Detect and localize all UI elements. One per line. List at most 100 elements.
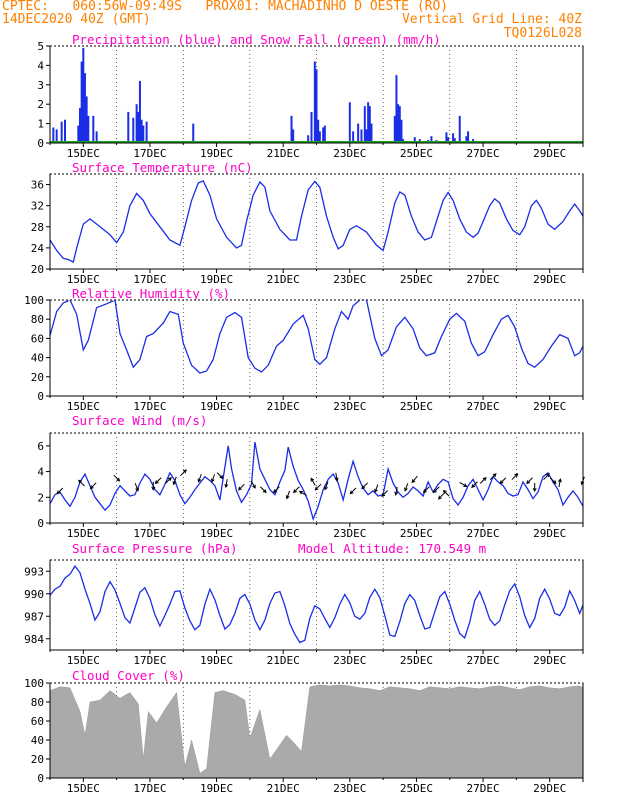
- wind-arrow: [285, 490, 291, 500]
- wind-arrow: [381, 490, 388, 497]
- wind-arrow-shaft: [381, 490, 388, 497]
- wind-arrow-head: [361, 485, 366, 490]
- precip-bar: [400, 119, 403, 143]
- wind-arrow-head: [167, 477, 172, 481]
- x-tick-label: 23DEC: [333, 527, 366, 540]
- wind-arrow-head: [471, 484, 476, 488]
- y-tick-label: 40: [31, 734, 44, 747]
- wind-arrow-head: [262, 489, 267, 494]
- wind-arrow-head: [56, 490, 61, 495]
- wind-arrow-shaft: [180, 469, 187, 477]
- panel-5: Surface Pressure (hPa) Model Altitude: 17…: [24, 541, 584, 667]
- wind-arrow-head: [432, 489, 437, 494]
- wind-arrow-head: [411, 479, 416, 484]
- y-tick-label: 990: [24, 588, 44, 601]
- series-line: [49, 299, 584, 374]
- y-tick-label: 60: [31, 715, 44, 728]
- x-tick-label: 21DEC: [267, 527, 300, 540]
- wind-arrow: [180, 469, 187, 477]
- y-tick-label: 100: [24, 677, 44, 690]
- y-tick-label: 3: [37, 79, 44, 92]
- precip-bar: [430, 136, 433, 143]
- wind-arrow: [216, 472, 224, 479]
- wind-arrow-shaft: [324, 481, 329, 490]
- precip-bar: [63, 119, 66, 143]
- wind-arrow-shaft: [361, 482, 368, 489]
- wind-arrow: [56, 487, 64, 495]
- wind-arrow: [361, 482, 368, 490]
- wind-arrow-shaft: [78, 479, 85, 487]
- x-tick-label: 29DEC: [533, 782, 566, 795]
- wind-arrow-shaft: [293, 486, 300, 493]
- wind-arrow-head: [404, 487, 408, 492]
- wind-arrow-head: [135, 487, 139, 492]
- wind-arrow-shaft: [56, 487, 64, 495]
- x-tick-label: 23DEC: [333, 273, 366, 286]
- wind-arrow-head: [437, 495, 442, 500]
- wind-arrow-head: [298, 490, 303, 495]
- precip-bar: [80, 61, 83, 143]
- precip-bar: [413, 137, 416, 143]
- precip-bar: [127, 111, 130, 143]
- panel-title: Surface Wind (m/s): [72, 413, 207, 428]
- precip-bar: [290, 115, 293, 143]
- y-tick-label: 32: [31, 200, 44, 213]
- precip-bar: [445, 132, 448, 143]
- wind-arrow: [165, 477, 172, 484]
- wind-arrow-shaft: [404, 483, 409, 491]
- precip-bar: [397, 104, 400, 143]
- wind-arrow-shaft: [349, 487, 357, 495]
- y-tick-label: 2: [37, 98, 44, 111]
- wind-arrow-shaft: [211, 474, 216, 482]
- wind-arrow: [489, 473, 497, 480]
- wind-arrow-shaft: [250, 480, 256, 489]
- precip-bar: [465, 136, 468, 143]
- wind-arrow-shaft: [526, 477, 533, 484]
- wind-arrow: [113, 474, 121, 482]
- precip-bar: [82, 47, 85, 143]
- wind-arrow-shaft: [273, 486, 280, 493]
- y-tick-label: 80: [31, 313, 44, 326]
- precip-bar: [370, 123, 373, 143]
- wind-arrow-head: [285, 495, 290, 500]
- wind-arrow-head: [374, 488, 378, 494]
- precip-bar: [458, 115, 461, 143]
- wind-arrow: [172, 476, 177, 486]
- wind-arrow: [442, 489, 450, 497]
- wind-arrow-shaft: [335, 472, 338, 481]
- wind-arrow: [324, 481, 329, 491]
- wind-arrow: [404, 483, 409, 492]
- panel-6: Cloud Cover (%) 15DEC 17DEC 19DEC 21DEC 23DEC…: [24, 668, 584, 795]
- wind-arrow: [134, 483, 139, 492]
- precip-bar: [365, 129, 368, 143]
- panel-title: Cloud Cover (%): [72, 668, 185, 683]
- precip-bar: [83, 73, 86, 143]
- x-tick-label: 15DEC: [67, 400, 100, 413]
- wind-arrow: [411, 475, 418, 484]
- wind-arrow-shaft: [471, 481, 478, 488]
- precip-bar: [292, 129, 295, 143]
- wind-arrow: [154, 477, 162, 485]
- wind-arrow: [349, 487, 357, 495]
- wind-arrow: [374, 484, 379, 494]
- x-tick-label: 27DEC: [467, 782, 500, 795]
- y-tick-label: 993: [24, 565, 44, 578]
- y-tick-label: 28: [31, 221, 44, 234]
- wind-arrow-head: [237, 486, 242, 491]
- x-tick-label: 29DEC: [533, 273, 566, 286]
- series-line: [49, 180, 584, 264]
- wind-arrow: [89, 482, 97, 490]
- precip-bar: [467, 131, 470, 143]
- wind-arrow: [394, 486, 399, 496]
- y-tick-label: 4: [37, 59, 44, 72]
- precip-bar: [368, 106, 371, 143]
- wind-arrow-shaft: [374, 484, 379, 493]
- wind-arrow-shaft: [549, 477, 557, 484]
- x-tick-label: 15DEC: [67, 782, 100, 795]
- wind-arrow-shaft: [134, 483, 139, 491]
- y-tick-label: 60: [31, 332, 44, 345]
- wind-arrow: [532, 483, 537, 493]
- wind-arrow-head: [292, 489, 297, 494]
- precip-bar: [313, 61, 316, 143]
- wind-arrow-head: [224, 483, 229, 489]
